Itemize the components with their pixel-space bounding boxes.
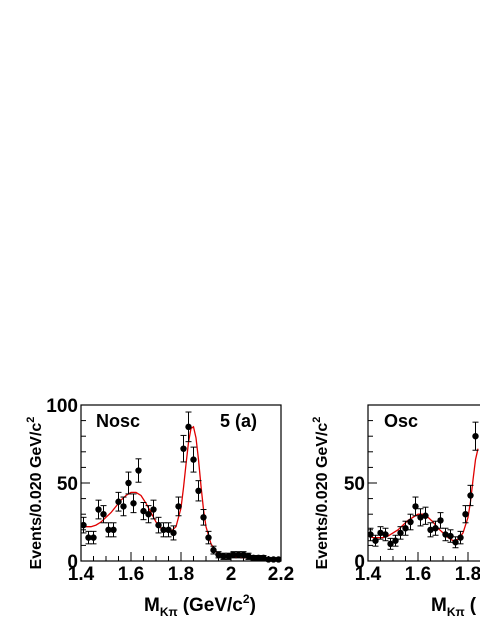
data-point — [245, 553, 252, 560]
data-point — [412, 503, 419, 510]
y-tick-label: 0 — [67, 552, 78, 573]
data-point — [447, 532, 454, 540]
data-point — [457, 534, 464, 541]
y-tick-label: 100 — [46, 396, 78, 417]
data-point — [125, 479, 132, 487]
data-point — [437, 517, 444, 524]
data-point — [205, 534, 212, 541]
data-point — [155, 521, 162, 529]
data-point — [170, 529, 177, 537]
data-point — [115, 498, 122, 505]
data-point — [175, 503, 182, 510]
data-point — [387, 540, 394, 548]
data-point — [85, 534, 92, 541]
y-axis-label: Events/0.020 GeV/c2 — [311, 417, 331, 570]
data-point — [275, 556, 281, 563]
data-point — [210, 546, 217, 554]
data-point — [140, 507, 147, 515]
data-point — [130, 500, 137, 507]
x-tick-label: 1.4 — [68, 564, 95, 585]
x-tick-label: 1.6 — [118, 564, 144, 585]
data-point — [190, 456, 197, 463]
x-axis-label: MKπ (GeV/c2) — [144, 592, 256, 619]
data-point — [220, 553, 227, 560]
data-point — [90, 534, 97, 541]
data-point — [270, 556, 277, 563]
data-point — [120, 503, 127, 510]
data-point — [265, 556, 272, 563]
data-points — [368, 421, 479, 550]
data-point — [95, 506, 102, 513]
data-point — [472, 433, 479, 440]
data-point — [382, 531, 389, 538]
x-tick-label: 1.8 — [455, 564, 480, 585]
data-point — [250, 554, 257, 562]
data-point — [432, 525, 439, 532]
data-point — [442, 531, 449, 538]
data-point — [260, 554, 267, 562]
data-point — [225, 553, 232, 560]
data-point — [407, 518, 414, 526]
data-point — [195, 487, 202, 494]
data-point — [402, 525, 409, 532]
fit-curve — [368, 448, 479, 542]
data-point — [150, 506, 157, 513]
data-point — [422, 512, 429, 519]
data-point — [255, 554, 262, 562]
data-point — [377, 529, 384, 537]
x-tick-label: 1.4 — [355, 564, 382, 585]
x-axis-label: MKπ( — [431, 595, 477, 619]
data-point — [462, 511, 469, 518]
data-point — [81, 521, 87, 529]
data-point — [397, 529, 404, 537]
data-point — [180, 445, 187, 452]
y-axis-label: Events/0.020 GeV/c2 — [25, 417, 45, 570]
data-point — [240, 551, 247, 558]
data-point — [145, 511, 152, 518]
data-point — [110, 526, 117, 533]
data-point — [105, 526, 112, 533]
data-point — [160, 526, 167, 533]
data-point — [135, 467, 142, 474]
data-point — [372, 537, 379, 544]
y-tick-label: 50 — [57, 474, 78, 495]
x-tick-label: 1.8 — [168, 564, 194, 585]
y-tick-label: 50 — [344, 474, 365, 495]
data-point — [230, 551, 237, 558]
data-point — [392, 537, 399, 544]
data-point — [165, 526, 172, 533]
data-point — [427, 526, 434, 533]
x-tick-label: 1.6 — [405, 564, 431, 585]
data-point — [452, 539, 459, 546]
data-point — [100, 511, 107, 518]
data-points — [81, 411, 281, 563]
data-point — [467, 492, 474, 499]
data-point — [215, 551, 222, 558]
y-tick-label: 0 — [354, 552, 365, 573]
panel-label: Nosc — [96, 411, 140, 431]
data-point — [368, 531, 374, 538]
panel-label: Osc — [384, 411, 418, 431]
data-point — [417, 514, 424, 521]
fit-curve-group — [368, 448, 479, 542]
data-point — [235, 551, 242, 558]
data-point — [185, 423, 192, 431]
panel-osc: 1.4 1.6 1.8 0 50 Events/0.020 GeV/c2 MKπ ( Osc — [311, 404, 480, 619]
x-tick-label: 2.2 — [268, 564, 294, 585]
data-point — [200, 514, 207, 521]
x-tick-label: 2 — [226, 564, 237, 585]
panel-number: 5 (a) — [220, 411, 257, 431]
